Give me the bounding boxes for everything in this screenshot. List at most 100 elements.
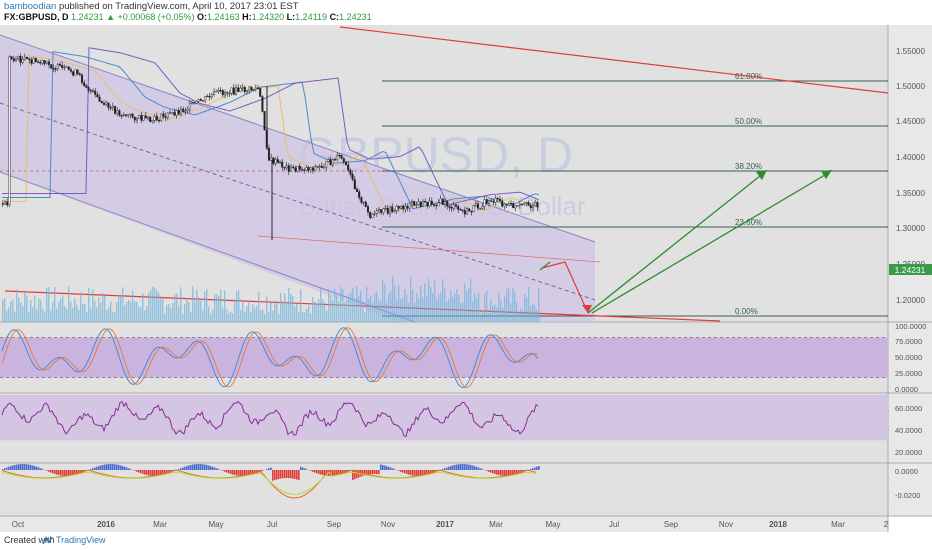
stochastic-indicator[interactable]	[0, 327, 888, 389]
volume-bar	[224, 290, 226, 322]
candle-body	[470, 211, 473, 213]
macd-histogram-bar	[32, 465, 34, 470]
candle-body	[534, 202, 537, 207]
macd-histogram-bar	[100, 465, 102, 470]
chart-canvas[interactable]: GBPUSD, D British Pound/U.S. Dollar 61.8…	[0, 25, 932, 532]
volume-bar	[492, 306, 494, 322]
volume-bar	[352, 288, 354, 322]
macd-indicator[interactable]	[1, 464, 540, 499]
macd-histogram-bar	[66, 470, 68, 476]
candle-body	[6, 201, 9, 206]
channel-lower-line[interactable]	[0, 171, 416, 323]
macd-histogram-bar	[36, 466, 38, 470]
volume-bar	[524, 293, 526, 322]
mid-trendline[interactable]	[257, 235, 601, 263]
macd-histogram-bar	[30, 464, 32, 470]
macd-histogram-bar	[56, 470, 58, 475]
volume-bar	[254, 307, 256, 322]
fib-level-label: 50.00%	[735, 117, 762, 126]
candle-body	[323, 167, 326, 169]
candle-body	[318, 165, 321, 168]
candle-body	[193, 102, 196, 104]
macd-histogram-bar	[410, 470, 412, 476]
projection-up-arrow-1[interactable]	[587, 171, 766, 314]
candle-body	[455, 204, 458, 207]
candle-body	[492, 201, 495, 203]
volume-bar	[470, 278, 472, 322]
candle-body	[305, 167, 308, 171]
time-tick-label: Jul	[609, 520, 619, 529]
macd-histogram-bar	[536, 466, 538, 470]
upper-trendline[interactable]	[339, 26, 889, 94]
candle-body	[529, 205, 532, 209]
candle-body	[19, 56, 22, 63]
macd-histogram-bar	[198, 464, 200, 470]
macd-histogram-bar	[10, 466, 12, 470]
candle-body	[518, 203, 521, 206]
volume-bar	[302, 311, 304, 322]
candlesticks[interactable]	[1, 53, 539, 240]
candle-body	[450, 207, 453, 209]
channel-upper-line[interactable]	[0, 34, 596, 243]
author-name[interactable]: bamboodian	[4, 1, 57, 12]
candle-body	[516, 205, 519, 207]
created-with-label: Created with	[4, 535, 55, 545]
volume-bar	[172, 302, 174, 322]
candle-body	[195, 101, 198, 104]
volume-bar	[430, 287, 432, 322]
volume-bar	[346, 300, 348, 322]
macd-histogram-bar	[508, 470, 510, 476]
volume-bar	[242, 300, 244, 322]
candle-body	[268, 147, 271, 161]
candle-body	[371, 214, 374, 218]
volume-bar	[264, 313, 266, 322]
volume-bar	[280, 292, 282, 322]
volume-bar	[464, 283, 466, 322]
macd-histogram-bar	[60, 470, 62, 476]
volume-bar	[338, 301, 340, 322]
volume-bar	[402, 298, 404, 322]
macd-histogram-bar	[22, 464, 24, 470]
volume-bar	[268, 311, 270, 322]
volume-bar	[426, 295, 428, 322]
macd-histogram-bar	[304, 468, 306, 470]
volume-bar	[390, 290, 392, 322]
projection-up-arrow-2[interactable]	[591, 171, 831, 314]
macd-histogram-bar	[104, 464, 106, 470]
projection-up-arrow-3[interactable]	[539, 261, 551, 271]
candle-body	[248, 86, 251, 91]
macd-histogram-bar	[118, 464, 120, 470]
tradingview-brand[interactable]: TradingView	[56, 535, 106, 545]
volume-bar	[210, 313, 212, 322]
volume-bar	[314, 301, 316, 322]
rsi-indicator[interactable]	[0, 395, 888, 441]
macd-histogram-bar	[474, 466, 476, 470]
volume-bar	[174, 294, 176, 322]
volume-bar	[342, 289, 344, 322]
volume-bar	[508, 287, 510, 322]
volume-bar	[410, 277, 412, 322]
macd-histogram-bar	[360, 470, 362, 477]
volume-bar	[236, 290, 238, 322]
candle-body	[245, 90, 248, 93]
candle-body	[411, 200, 414, 204]
macd-histogram-bar	[380, 464, 382, 470]
volume-bar	[276, 302, 278, 322]
macd-histogram-bar	[76, 470, 78, 475]
volume-bar	[412, 289, 414, 322]
candle-body	[312, 167, 315, 171]
projection-down-arrow[interactable]	[541, 261, 589, 314]
candle-body	[430, 200, 433, 205]
time-axis[interactable]	[0, 516, 888, 532]
volume-bar	[480, 313, 482, 322]
candle-body	[452, 204, 455, 209]
macd-histogram-bar	[402, 470, 404, 473]
macd-histogram-bar	[226, 470, 228, 473]
macd-histogram-bar	[532, 468, 534, 470]
macd-histogram-bar	[386, 466, 388, 470]
volume-bar	[148, 292, 150, 322]
macd-histogram-bar	[340, 470, 342, 475]
volume-bar	[204, 291, 206, 322]
candle-body	[331, 159, 334, 166]
macd-histogram-bar	[54, 470, 56, 474]
